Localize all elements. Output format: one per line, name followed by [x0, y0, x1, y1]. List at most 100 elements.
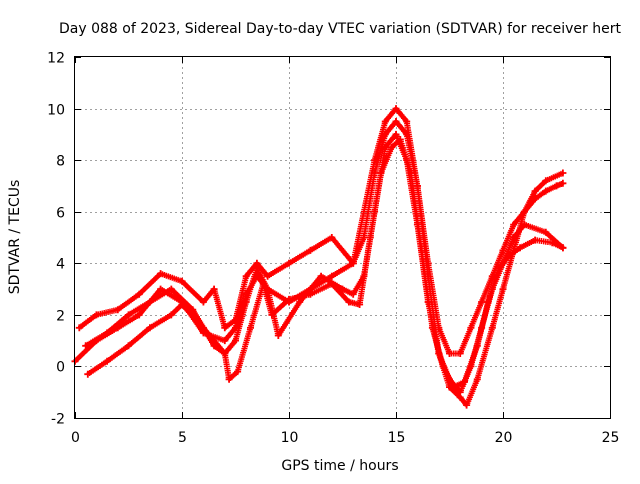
series-2: [75, 105, 567, 409]
data-point: [392, 105, 400, 113]
data-point: [189, 306, 197, 314]
data-point: [114, 306, 122, 314]
data-point: [253, 264, 261, 272]
data-point: [403, 118, 411, 125]
data-point: [446, 350, 453, 357]
axis-ticks: -2 0 2 4 6 8 10 12 0 5 10 15 20 25: [47, 51, 619, 447]
data-point: [349, 259, 357, 267]
data-point: [210, 285, 218, 293]
data-point: [75, 324, 83, 332]
data-point: [317, 272, 325, 280]
data-point: [167, 311, 175, 319]
data-point: [392, 130, 400, 138]
data-point: [542, 187, 550, 195]
data-point: [199, 298, 207, 306]
data-point: [178, 277, 186, 285]
series-3-trace: [82, 131, 565, 396]
data-point: [221, 337, 229, 345]
data-point: [520, 208, 528, 216]
data-point: [553, 182, 560, 190]
y-tick-label: 8: [56, 154, 65, 170]
data-point: [306, 290, 314, 298]
data-point: [418, 246, 426, 254]
data-point: [345, 298, 353, 306]
data-point: [559, 169, 567, 177]
data-point: [259, 280, 267, 288]
data-point: [328, 272, 336, 280]
data-point: [349, 290, 357, 298]
data-point: [328, 234, 336, 241]
y-tick-label: 12: [47, 51, 65, 67]
data-point: [381, 143, 389, 151]
data-point: [285, 259, 293, 267]
data-point: [328, 280, 336, 288]
data-point: [407, 169, 415, 177]
y-axis-label: SDTVAR / TECUs: [7, 180, 23, 295]
y-tick-label: 0: [56, 360, 65, 376]
x-tick-label: 15: [388, 430, 406, 446]
chart-title: Day 088 of 2023, Sidereal Day-to-day VTE…: [59, 21, 621, 37]
data-point: [484, 298, 492, 306]
data-point: [125, 311, 132, 319]
data-points: [71, 105, 567, 409]
data-point: [559, 179, 567, 187]
y-tick-label: 6: [56, 206, 65, 222]
data-point: [388, 143, 396, 151]
plot-frame: [74, 56, 611, 419]
y-tick-label: 10: [47, 103, 65, 119]
data-point: [392, 118, 400, 125]
data-point: [488, 324, 496, 332]
data-point: [499, 285, 507, 293]
data-point: [531, 187, 539, 195]
data-point: [232, 316, 239, 324]
data-point: [296, 298, 304, 306]
data-point: [456, 388, 464, 396]
data-point: [377, 169, 385, 177]
series-3: [82, 130, 567, 396]
data-point: [84, 370, 92, 378]
data-point: [510, 221, 518, 229]
data-point: [264, 272, 272, 280]
data-point: [285, 295, 293, 303]
x-tick-label: 5: [178, 430, 187, 446]
data-point: [439, 362, 447, 370]
data-point: [381, 118, 389, 125]
data-point: [510, 234, 518, 241]
data-point: [135, 311, 143, 319]
data-point: [125, 342, 132, 350]
data-point: [157, 285, 165, 293]
data-point: [531, 236, 539, 244]
x-tick-label: 25: [602, 430, 620, 446]
data-point: [274, 332, 282, 339]
data-point: [542, 177, 550, 185]
data-point: [548, 239, 556, 247]
data-point: [371, 156, 379, 164]
data-point: [221, 324, 229, 332]
data-point: [356, 301, 364, 308]
x-tick-label: 10: [281, 430, 299, 446]
data-point: [167, 285, 175, 293]
data-point: [135, 290, 143, 298]
data-point: [516, 244, 524, 252]
y-tick-label: 2: [56, 309, 65, 325]
data-point: [542, 228, 550, 236]
series-4: [84, 136, 567, 391]
data-point: [178, 301, 186, 308]
data-point: [247, 324, 254, 332]
data-point: [473, 375, 481, 383]
y-tick-label: -2: [51, 412, 65, 428]
data-point: [428, 324, 436, 332]
data-point: [157, 270, 165, 278]
data-point: [559, 244, 567, 252]
data-point: [146, 298, 154, 306]
data-point: [268, 311, 276, 319]
data-point: [225, 375, 233, 383]
data-point: [366, 234, 374, 241]
data-point: [520, 221, 528, 229]
data-point: [461, 378, 468, 386]
data-point: [396, 136, 404, 143]
series-2-trace: [76, 105, 564, 409]
data-point: [232, 337, 239, 345]
